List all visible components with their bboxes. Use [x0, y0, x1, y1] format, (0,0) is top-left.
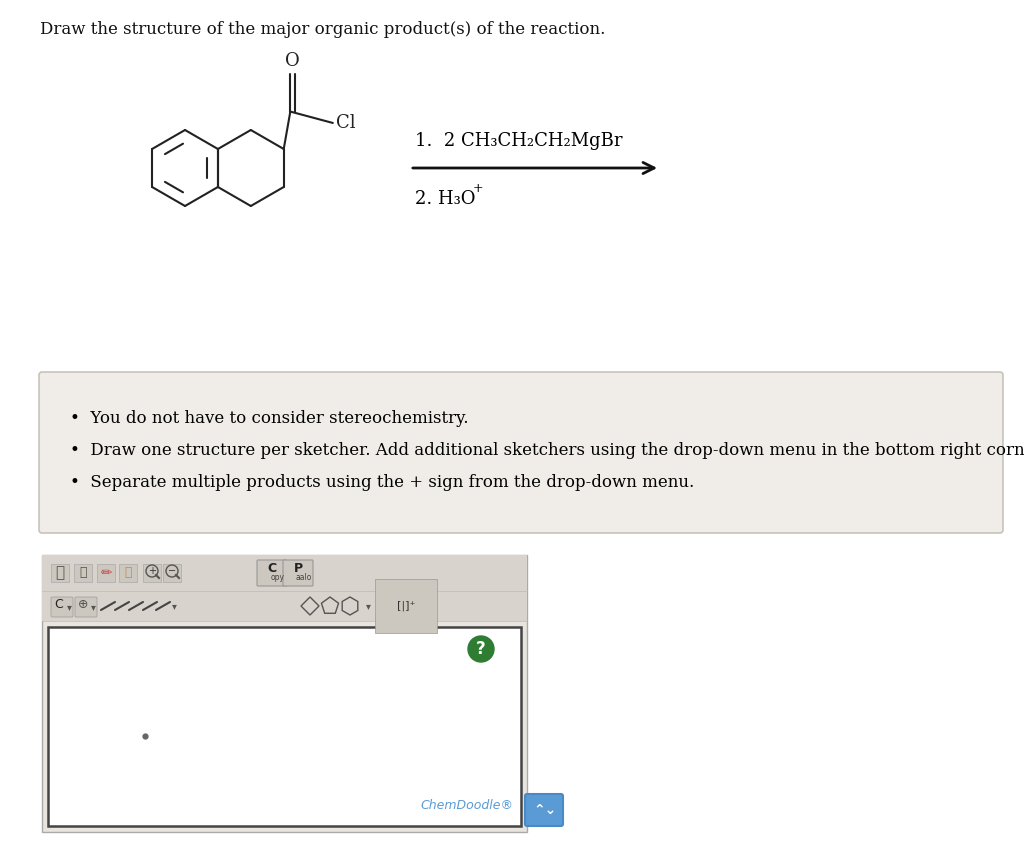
Bar — [42, 591, 527, 621]
Text: ▾: ▾ — [90, 602, 95, 612]
FancyBboxPatch shape — [51, 597, 73, 617]
Bar — [119, 564, 137, 582]
Text: −: − — [168, 566, 176, 576]
Text: opy: opy — [271, 574, 285, 583]
Text: C: C — [267, 563, 276, 575]
Text: 📄: 📄 — [79, 567, 87, 579]
Text: ⌃⌄: ⌃⌄ — [534, 803, 557, 817]
Text: aalo: aalo — [296, 574, 312, 583]
Text: ChemDoodle®: ChemDoodle® — [420, 799, 513, 812]
Text: •  Separate multiple products using the + sign from the drop-down menu.: • Separate multiple products using the +… — [70, 474, 694, 491]
Text: 2. H₃O: 2. H₃O — [415, 190, 475, 208]
Bar — [143, 564, 161, 582]
Bar — [97, 564, 115, 582]
Bar — [48, 627, 521, 826]
Text: ▾: ▾ — [366, 601, 371, 611]
Text: •  Draw one structure per sketcher. Add additional sketchers using the drop-down: • Draw one structure per sketcher. Add a… — [70, 442, 1024, 459]
Text: ⊕: ⊕ — [78, 599, 88, 611]
Text: •  You do not have to consider stereochemistry.: • You do not have to consider stereochem… — [70, 410, 469, 427]
Text: ?: ? — [476, 640, 485, 658]
Bar — [74, 564, 92, 582]
Text: P: P — [294, 563, 302, 575]
Bar — [163, 564, 181, 582]
Bar — [51, 564, 69, 582]
FancyBboxPatch shape — [525, 794, 563, 826]
Text: Cl: Cl — [336, 114, 355, 132]
Bar — [42, 555, 527, 591]
Text: ⭯: ⭯ — [124, 567, 132, 579]
Text: +: + — [473, 182, 483, 195]
Text: [|]⁺: [|]⁺ — [397, 600, 415, 611]
Text: ▾: ▾ — [67, 602, 72, 612]
Bar — [42, 555, 527, 832]
Text: ✏: ✏ — [100, 566, 112, 580]
Text: C: C — [54, 599, 63, 611]
FancyBboxPatch shape — [257, 560, 287, 586]
Text: O: O — [285, 51, 300, 70]
Text: ▾: ▾ — [172, 601, 176, 611]
Circle shape — [468, 636, 494, 662]
Text: 1.  2 CH₃CH₂CH₂MgBr: 1. 2 CH₃CH₂CH₂MgBr — [415, 132, 623, 150]
FancyBboxPatch shape — [283, 560, 313, 586]
Text: Draw the structure of the major organic product(s) of the reaction.: Draw the structure of the major organic … — [40, 21, 605, 38]
Text: +: + — [148, 566, 156, 576]
Text: ✋: ✋ — [55, 565, 65, 580]
FancyBboxPatch shape — [39, 372, 1002, 533]
FancyBboxPatch shape — [75, 597, 97, 617]
